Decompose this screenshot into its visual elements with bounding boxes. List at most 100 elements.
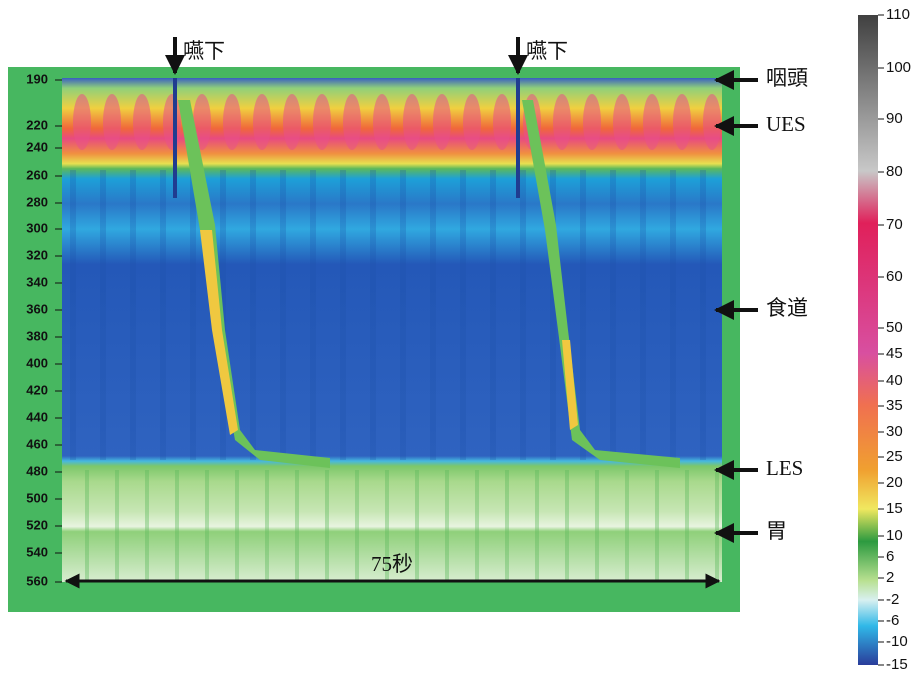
colorbar-label: 110 [886, 6, 910, 23]
ues-pulse [643, 94, 661, 150]
y-tick-label: 480 [26, 463, 48, 478]
ues-pulse [103, 94, 121, 150]
stripe [85, 470, 89, 580]
colorbar-label: 45 [886, 345, 903, 362]
stripe [415, 470, 419, 580]
stripe [355, 470, 359, 580]
y-tick-label: 320 [26, 247, 48, 262]
stripe [430, 170, 436, 460]
stripe [715, 470, 719, 580]
stripe [250, 170, 256, 460]
y-tick-label: 500 [26, 490, 48, 505]
y-tick-label: 560 [26, 573, 48, 588]
ues-pulse [343, 94, 361, 150]
colorbar [858, 15, 878, 665]
stripe [445, 470, 449, 580]
swallow-line [173, 78, 177, 198]
y-tick-label: 420 [26, 382, 48, 397]
colorbar-label: -2 [886, 591, 899, 608]
stripe [130, 170, 136, 460]
ues-pulse [613, 94, 631, 150]
region-label: LES [766, 456, 803, 480]
y-tick-label: 400 [26, 355, 48, 370]
stripe [700, 170, 706, 460]
ues-pulse [223, 94, 241, 150]
colorbar-label: 2 [886, 569, 894, 586]
colorbar-label: 90 [886, 110, 903, 127]
colorbar-label: -6 [886, 612, 899, 629]
stripe [655, 470, 659, 580]
ues-pulse [433, 94, 451, 150]
y-tick-label: 240 [26, 139, 48, 154]
region-label: 咽頭 [766, 66, 808, 90]
stripe [145, 470, 149, 580]
y-tick-label: 460 [26, 436, 48, 451]
colorbar-label: 80 [886, 163, 903, 180]
stripe [115, 470, 119, 580]
y-tick-label: 300 [26, 220, 48, 235]
ues-pulse [313, 94, 331, 150]
ues-pulse [463, 94, 481, 150]
stripe [295, 470, 299, 580]
colorbar-label: 70 [886, 216, 903, 233]
colorbar-label: 100 [886, 59, 911, 76]
stripe [280, 170, 286, 460]
stripe [580, 170, 586, 460]
ues-pulse [703, 94, 721, 150]
region-label: 食道 [766, 296, 808, 320]
y-tick-label: 190 [26, 71, 48, 86]
y-tick-label: 280 [26, 194, 48, 209]
ues-pulse [253, 94, 271, 150]
stripe [520, 170, 526, 460]
stripe [535, 470, 539, 580]
stripe [340, 170, 346, 460]
stripe [625, 470, 629, 580]
stripe [235, 470, 239, 580]
stripe [595, 470, 599, 580]
y-tick-label: 440 [26, 409, 48, 424]
swallow-line [516, 78, 520, 198]
colorbar-label: -15 [886, 656, 908, 673]
swallow-label: 嚥下 [183, 39, 225, 63]
ues-pulse [373, 94, 391, 150]
colorbar-label: 30 [886, 423, 903, 440]
stripe [160, 170, 166, 460]
y-tick-label: 380 [26, 328, 48, 343]
ues-pulse [673, 94, 691, 150]
stripe [670, 170, 676, 460]
y-tick-label: 360 [26, 301, 48, 316]
y-tick-label: 220 [26, 117, 48, 132]
colorbar-label: 50 [886, 319, 903, 336]
y-tick-label: 260 [26, 167, 48, 182]
colorbar-label: 6 [886, 548, 894, 565]
stripe [460, 170, 466, 460]
ues-pulse [553, 94, 571, 150]
colorbar-label: 25 [886, 448, 903, 465]
colorbar-label: 20 [886, 474, 903, 491]
ues-pulse [163, 94, 181, 150]
stripe [610, 170, 616, 460]
stripe [100, 170, 106, 460]
colorbar-label: 15 [886, 500, 903, 517]
stripe [205, 470, 209, 580]
colorbar-label: 40 [886, 372, 903, 389]
stripe [265, 470, 269, 580]
y-tick-label: 340 [26, 274, 48, 289]
ues-pulse [133, 94, 151, 150]
ues-pulse [493, 94, 511, 150]
stripe [310, 170, 316, 460]
stripe [70, 170, 76, 460]
region-label: UES [766, 112, 806, 136]
stripe [490, 170, 496, 460]
stripe [565, 470, 569, 580]
stripe [685, 470, 689, 580]
region-label: 胃 [766, 519, 787, 543]
stripe [190, 170, 196, 460]
stripe [505, 470, 509, 580]
ues-pulse [73, 94, 91, 150]
colorbar-label: 35 [886, 397, 903, 414]
ues-pulse [583, 94, 601, 150]
manometry-figure: 1902202402602803003203403603804004204404… [0, 0, 920, 677]
duration-label: 75秒 [371, 552, 413, 576]
colorbar-label: 60 [886, 268, 903, 285]
